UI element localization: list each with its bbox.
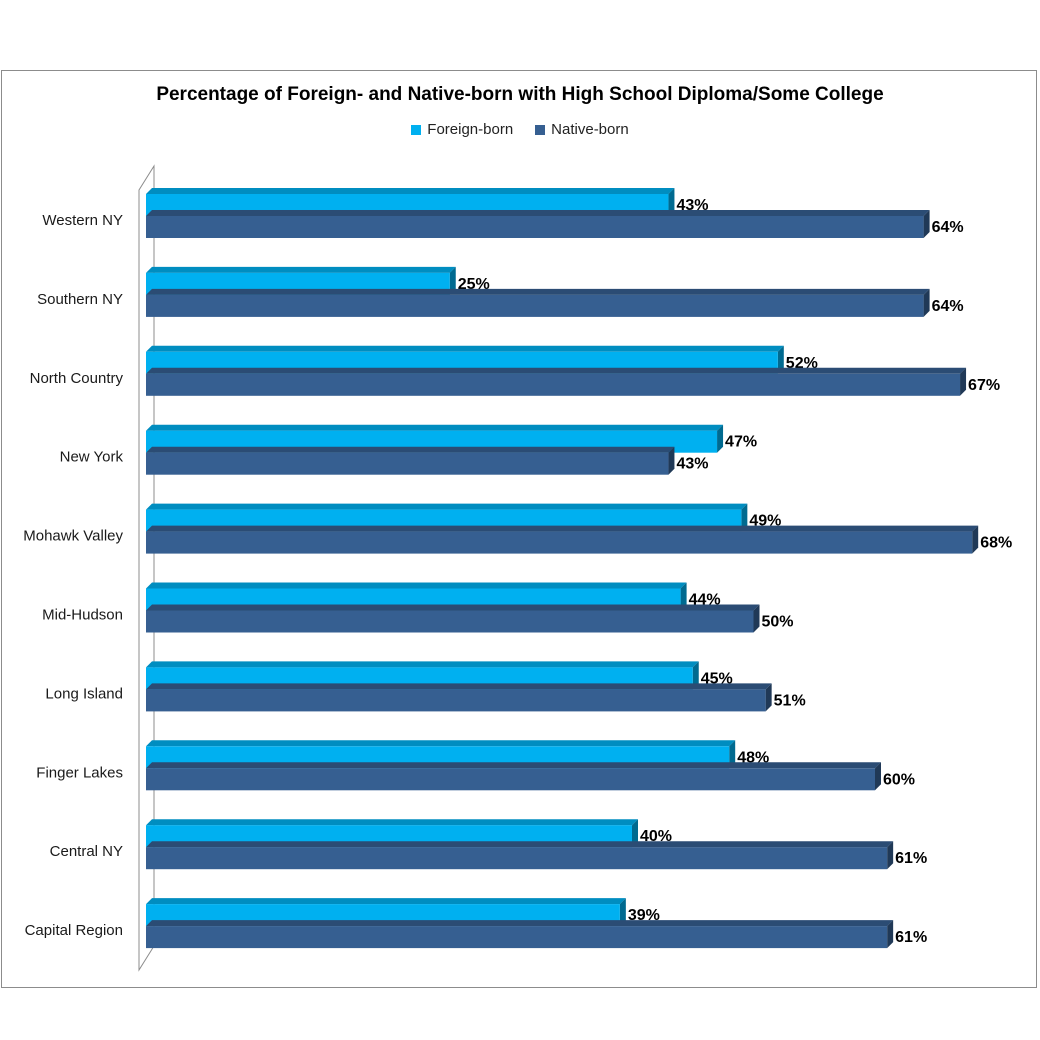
bar-top-foreign-born — [146, 266, 456, 273]
data-label: 61% — [895, 850, 927, 867]
category-label: New York — [60, 449, 124, 466]
data-label: 40% — [640, 828, 672, 845]
legend-item-foreign-born: Foreign-born — [411, 121, 513, 138]
bar-top-foreign-born — [146, 424, 724, 431]
bar-top-native-born — [146, 525, 979, 532]
category-label: Finger Lakes — [36, 764, 123, 781]
data-label: 50% — [762, 614, 794, 631]
chart-title: Percentage of Foreign- and Native-born w… — [156, 84, 884, 105]
bar-top-native-born — [146, 367, 967, 374]
data-label: 60% — [883, 771, 915, 788]
category-label: Mohawk Valley — [23, 528, 123, 545]
bar-native-born — [146, 294, 924, 317]
bar-end-foreign-born — [632, 819, 638, 848]
data-label: 49% — [749, 513, 781, 530]
bar-native-born — [146, 531, 973, 554]
category-label: Southern NY — [37, 291, 123, 308]
category-label: Central NY — [50, 843, 123, 860]
bar-native-born — [146, 610, 754, 633]
category-label: Capital Region — [25, 922, 123, 939]
category-label: North Country — [30, 370, 124, 387]
data-label: 48% — [737, 749, 769, 766]
data-label: 44% — [689, 592, 721, 609]
bar-top-foreign-born — [146, 819, 638, 826]
category-label: Western NY — [42, 212, 123, 229]
bar-native-born — [146, 926, 888, 949]
bar-top-foreign-born — [146, 740, 736, 747]
bar-end-foreign-born — [449, 266, 456, 295]
bar-top-native-born — [146, 762, 881, 769]
bar-end-foreign-born — [619, 898, 626, 927]
data-label: 52% — [786, 355, 818, 372]
bar-top-foreign-born — [146, 582, 687, 589]
legend-swatch-native-born — [535, 124, 546, 135]
bar-top-native-born — [146, 210, 930, 216]
bar-top-foreign-born — [146, 661, 699, 668]
bar-end-native-born — [960, 367, 967, 396]
bar-end-native-born — [972, 525, 979, 554]
bar-native-born — [146, 847, 888, 870]
bar-top-foreign-born — [146, 345, 784, 352]
bar-end-foreign-born — [692, 661, 699, 690]
data-label: 43% — [676, 197, 708, 214]
data-label: 47% — [725, 434, 757, 451]
bar-top-native-born — [146, 683, 772, 690]
bar-native-born — [146, 452, 669, 475]
bar-end-foreign-born — [668, 188, 675, 216]
bar-end-foreign-born — [729, 740, 736, 769]
bar-end-native-born — [753, 604, 760, 633]
bar-native-born — [146, 373, 961, 396]
legend-item-native-born: Native-born — [535, 121, 629, 138]
bar-end-foreign-born — [717, 424, 724, 453]
data-label: 45% — [701, 670, 733, 687]
bar-top-native-born — [146, 604, 760, 611]
data-label: 43% — [676, 456, 708, 473]
bar-native-born — [146, 768, 875, 791]
bar-top-native-born — [146, 841, 894, 848]
bar-end-foreign-born — [680, 582, 687, 611]
bar-end-native-born — [887, 920, 894, 949]
data-label: 64% — [932, 298, 964, 315]
bar-end-foreign-born — [777, 345, 784, 374]
bar-end-native-born — [887, 841, 894, 870]
bar-native-born — [146, 689, 766, 712]
bar-end-native-born — [923, 288, 930, 317]
bar-top-foreign-born — [146, 898, 626, 905]
chart-legend: Foreign-born Native-born — [0, 121, 1040, 138]
bar-native-born — [146, 216, 924, 238]
data-label: 25% — [458, 276, 490, 293]
bar-top-native-born — [146, 920, 894, 927]
data-label: 61% — [895, 929, 927, 946]
legend-label-native-born: Native-born — [551, 121, 629, 138]
bar-end-native-born — [875, 762, 881, 791]
bar-top-foreign-born — [146, 188, 675, 194]
legend-label-foreign-born: Foreign-born — [427, 121, 514, 138]
bar-top-native-born — [146, 288, 930, 295]
data-label: 51% — [774, 692, 806, 709]
category-label: Mid-Hudson — [42, 607, 123, 624]
bar-end-native-born — [765, 683, 772, 712]
bar-end-native-born — [668, 446, 675, 475]
data-label: 68% — [980, 535, 1012, 552]
category-label: Long Island — [45, 685, 123, 702]
bar-top-native-born — [146, 446, 675, 453]
legend-swatch-foreign-born — [411, 124, 422, 135]
data-label: 67% — [968, 377, 1000, 394]
data-label: 64% — [932, 219, 964, 236]
data-label: 39% — [628, 907, 660, 924]
bar-end-foreign-born — [741, 503, 748, 532]
bar-end-native-born — [923, 210, 930, 238]
bar-top-foreign-born — [146, 503, 748, 510]
